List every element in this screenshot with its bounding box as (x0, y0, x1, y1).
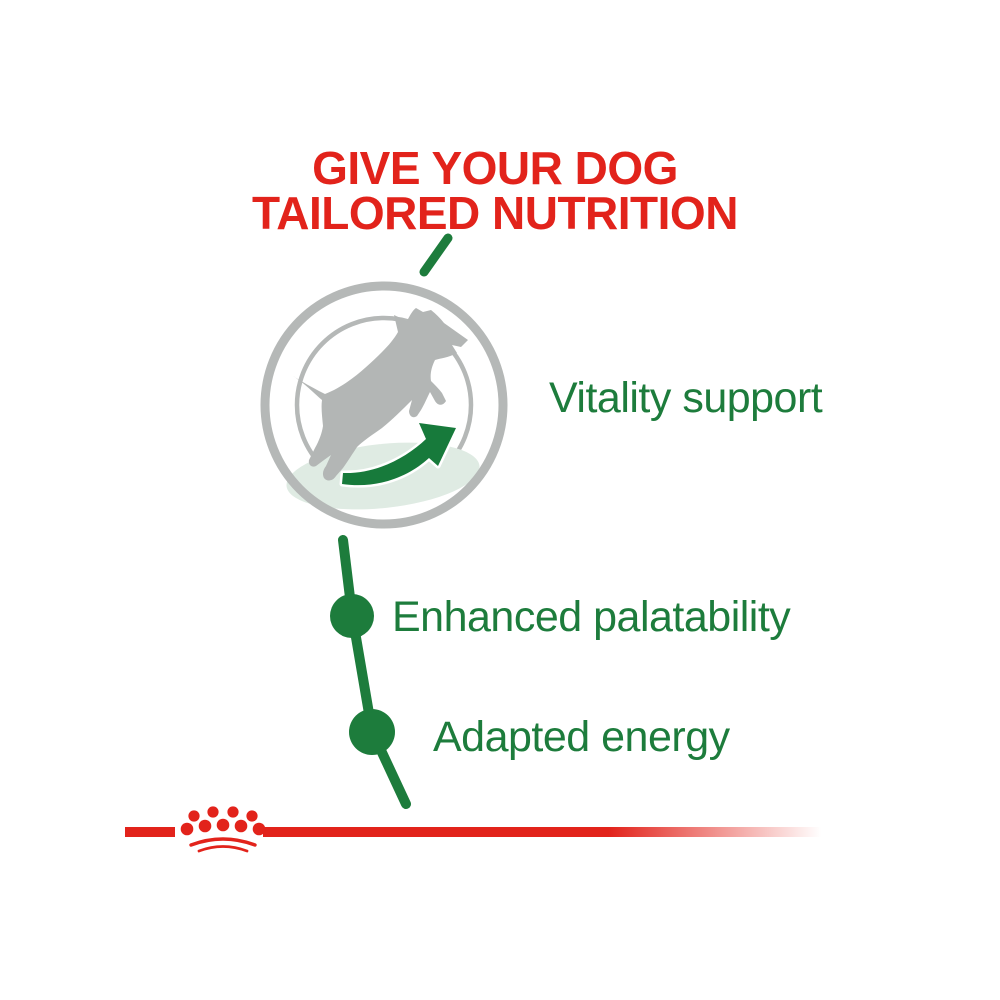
crown-band-arc (189, 837, 257, 847)
crown-dot (198, 819, 212, 833)
crown-band-arc (197, 845, 249, 853)
crown-dot (246, 810, 258, 822)
crown-dot (252, 822, 266, 836)
feature-label-palatability: Enhanced palatability (392, 593, 791, 641)
crown-dot (188, 810, 200, 822)
jumping-dog-icon (293, 308, 468, 481)
headline-line-2: TAILORED NUTRITION (252, 187, 738, 239)
node-dot-palatability (330, 594, 374, 638)
royal-canin-crown-icon (180, 806, 266, 853)
headline: GIVE YOUR DOG TAILORED NUTRITION (0, 142, 990, 239)
vitality-arrow-icon (339, 420, 459, 488)
crown-dot (234, 819, 248, 833)
feature-label-vitality: Vitality support (549, 374, 823, 422)
crown-dot (227, 806, 239, 818)
headline-line-1: GIVE YOUR DOG (312, 142, 678, 194)
connector-segment-bottom (338, 535, 411, 809)
crown-dot (180, 822, 194, 836)
crown-dot (216, 818, 230, 832)
feature-label-energy: Adapted energy (433, 713, 730, 761)
node-dot-energy (349, 709, 395, 755)
brand-line-right (263, 827, 821, 837)
vitality-badge (260, 281, 508, 529)
connector-segment-top (419, 233, 453, 277)
outer-ring (260, 281, 508, 529)
brand-line-left (125, 827, 175, 837)
crown-dot (207, 806, 219, 818)
